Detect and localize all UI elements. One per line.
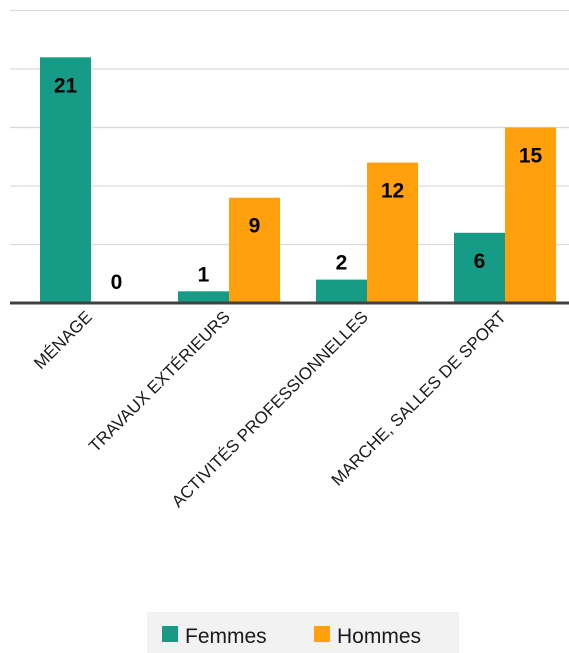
bar-hommes-3 [505,127,556,303]
bar-femmes-1 [178,291,229,303]
data-labels: 21 0 1 9 2 12 6 15 [54,74,543,294]
bar-femmes-0 [40,57,91,303]
gridlines [10,9,569,246]
value-label-hommes-1: 9 [249,215,261,238]
value-label-femmes-0: 21 [54,74,78,97]
category-label-1: TRAVAUX EXTÉRIEURS [85,307,234,456]
category-label-0: MÉNAGE [30,307,96,373]
legend-swatch-hommes [314,626,330,642]
legend-label-hommes: Hommes [337,625,421,648]
bars [40,57,556,303]
legend: Femmes Hommes [147,612,459,653]
value-label-femmes-1: 1 [198,263,210,286]
bar-femmes-2 [316,279,367,303]
value-label-femmes-3: 6 [474,250,486,273]
legend-label-femmes: Femmes [185,625,267,648]
value-label-hommes-3: 15 [519,145,543,168]
bar-hommes-2 [367,162,418,303]
bar-hommes-1 [229,197,280,303]
value-label-hommes-2: 12 [381,180,404,203]
bar-femmes-3 [454,232,505,303]
value-label-femmes-2: 2 [336,252,348,275]
legend-bg [147,612,459,653]
value-label-hommes-0: 0 [111,271,123,294]
legend-swatch-femmes [162,626,178,642]
